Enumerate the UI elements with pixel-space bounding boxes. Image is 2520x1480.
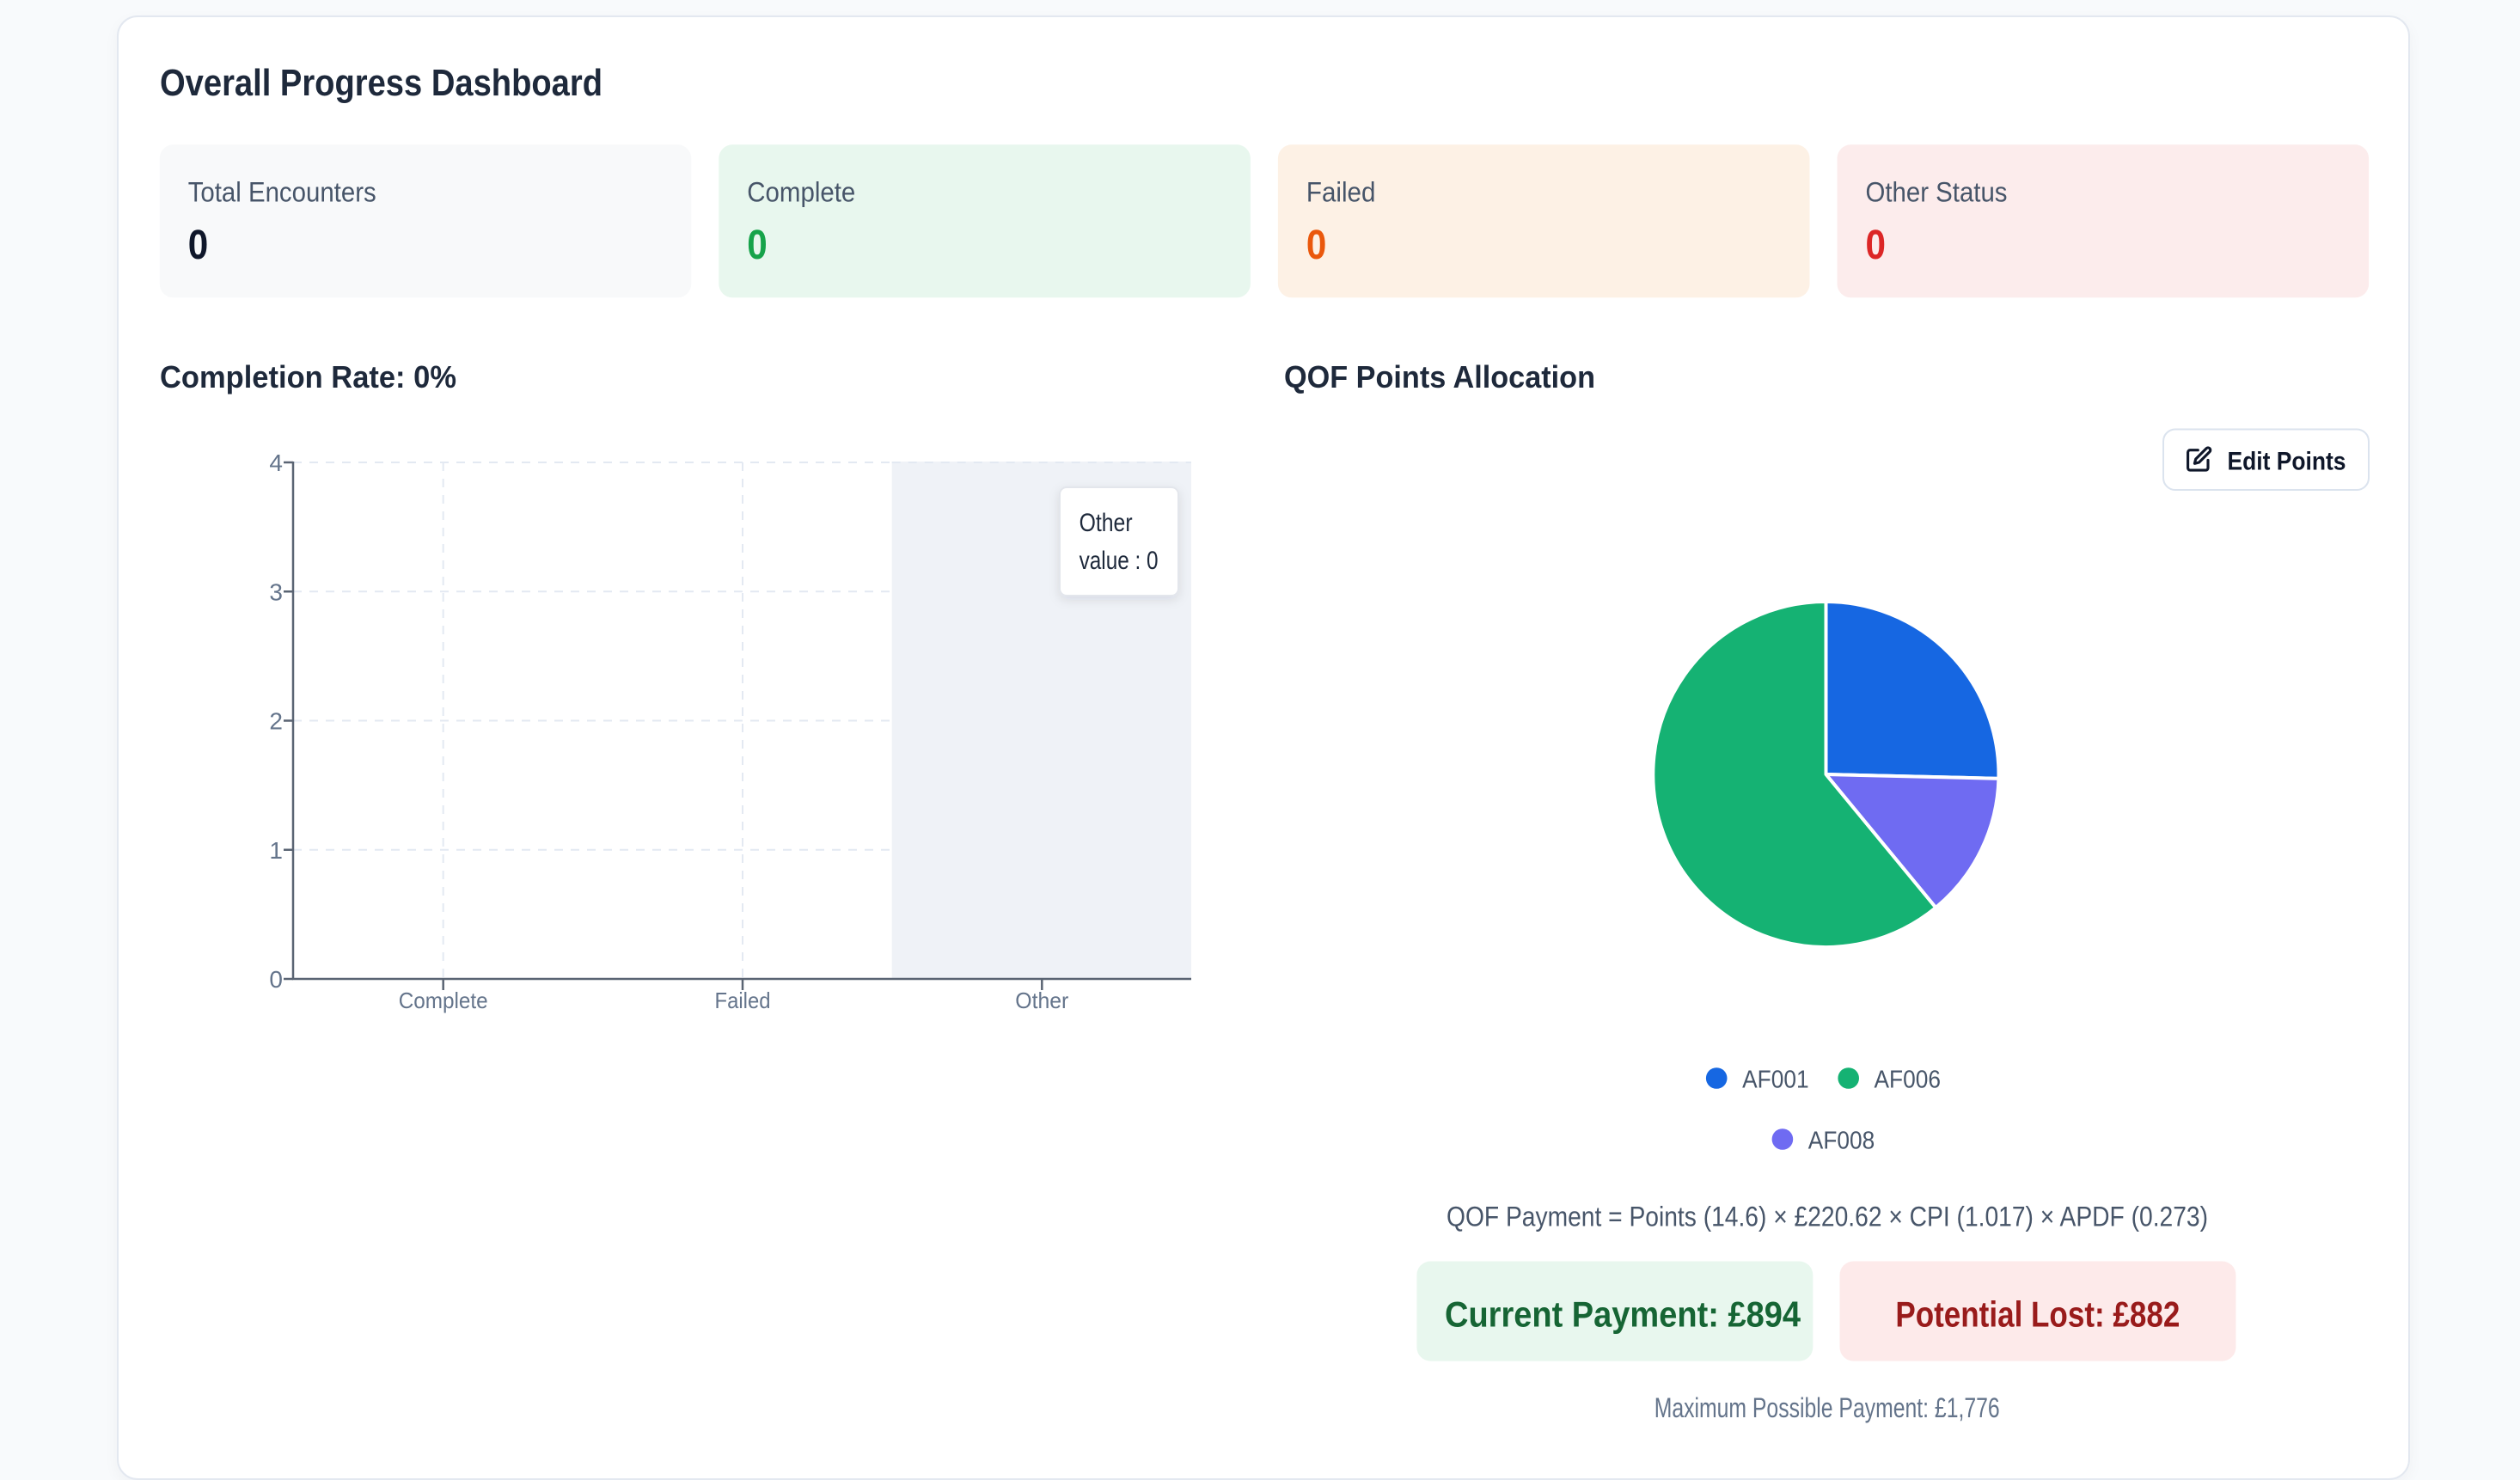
svg-text:Complete: Complete bbox=[747, 177, 855, 208]
svg-text:QOF Payment = Points (14.6) ×: QOF Payment = Points (14.6) × £220.62 × … bbox=[1447, 1201, 2208, 1232]
svg-text:Current Payment: £894: Current Payment: £894 bbox=[1445, 1294, 1801, 1335]
svg-text:3: 3 bbox=[269, 578, 283, 605]
svg-text:value : 0: value : 0 bbox=[1080, 547, 1159, 575]
svg-text:Other Status: Other Status bbox=[1866, 177, 2008, 208]
svg-text:Maximum Possible Payment: £1,7: Maximum Possible Payment: £1,776 bbox=[1655, 1392, 2000, 1423]
svg-text:Total Encounters: Total Encounters bbox=[188, 177, 376, 208]
svg-text:4: 4 bbox=[269, 450, 283, 476]
svg-text:0: 0 bbox=[1866, 223, 1887, 268]
svg-text:AF001: AF001 bbox=[1742, 1066, 1809, 1093]
svg-text:AF008: AF008 bbox=[1808, 1127, 1875, 1154]
svg-text:Edit Points: Edit Points bbox=[2228, 448, 2346, 476]
svg-text:Failed: Failed bbox=[715, 988, 771, 1013]
svg-text:0: 0 bbox=[188, 223, 209, 268]
svg-text:Potential Lost: £882: Potential Lost: £882 bbox=[1895, 1294, 2180, 1335]
svg-text:Overall Progress Dashboard: Overall Progress Dashboard bbox=[160, 62, 602, 104]
svg-text:0: 0 bbox=[1306, 223, 1327, 268]
svg-text:0: 0 bbox=[269, 966, 283, 993]
svg-text:0: 0 bbox=[747, 223, 768, 268]
svg-text:Failed: Failed bbox=[1306, 177, 1376, 208]
svg-text:2: 2 bbox=[269, 708, 283, 735]
svg-text:Other: Other bbox=[1015, 988, 1068, 1013]
svg-text:Completion Rate: 0%: Completion Rate: 0% bbox=[160, 359, 456, 394]
svg-text:1: 1 bbox=[269, 837, 283, 864]
svg-text:Other: Other bbox=[1080, 509, 1133, 537]
svg-text:AF006: AF006 bbox=[1875, 1066, 1942, 1093]
svg-text:QOF Points Allocation: QOF Points Allocation bbox=[1284, 359, 1595, 394]
svg-text:Complete: Complete bbox=[399, 988, 488, 1013]
